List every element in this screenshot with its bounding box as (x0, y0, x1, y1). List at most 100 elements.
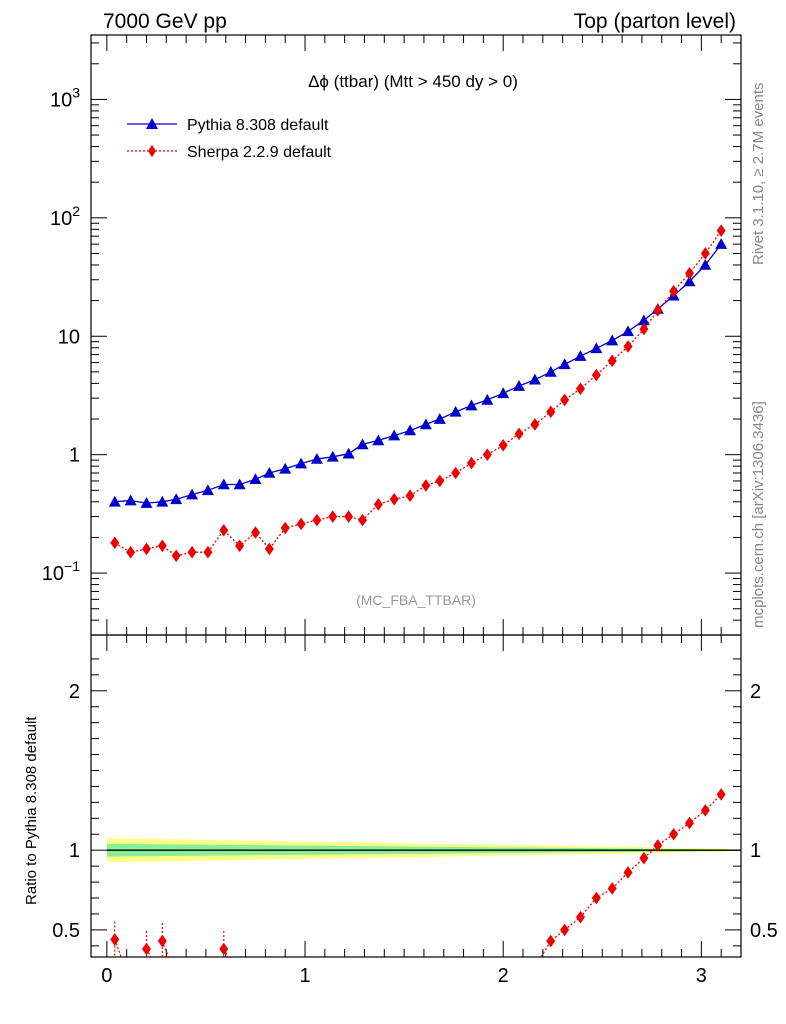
data-point-sherpa (669, 284, 679, 298)
data-point-pythia (465, 399, 478, 411)
ratio-y-tick-label-right: 1 (750, 840, 761, 862)
ratio-data-point (653, 839, 663, 852)
data-point-sherpa (575, 382, 585, 396)
data-point-sherpa (546, 405, 556, 419)
data-point-pythia (637, 314, 650, 326)
ratio-data-point (607, 882, 617, 895)
data-point-pythia (683, 275, 696, 287)
ratio-data-point (157, 934, 167, 948)
data-point-pythia (233, 478, 246, 490)
data-point-sherpa (250, 526, 260, 539)
data-point-pythia (263, 467, 276, 478)
data-point-pythia (481, 393, 494, 405)
ratio-y-axis-label: Ratio to Pythia 8.308 default (23, 716, 40, 905)
ratio-data-point (219, 942, 229, 956)
ratio-data-point (546, 934, 556, 948)
data-point-sherpa (498, 438, 508, 452)
data-point-pythia (388, 429, 401, 441)
data-point-pythia (606, 334, 619, 346)
series-line-pythia (114, 243, 722, 504)
data-point-pythia (590, 342, 603, 354)
data-point-sherpa (639, 322, 649, 336)
data-point-pythia (558, 358, 571, 370)
ratio-data-point (560, 923, 570, 937)
data-point-pythia (186, 488, 199, 500)
data-point-pythia (140, 497, 153, 508)
data-point-sherpa (482, 448, 492, 461)
data-point-sherpa (187, 545, 197, 559)
data-point-pythia (699, 258, 712, 270)
data-point-sherpa (607, 354, 617, 368)
ratio-data-point (141, 942, 151, 956)
ratio-y-tick-label-left: 1 (69, 840, 80, 862)
data-point-sherpa (530, 418, 540, 431)
ratio-y-tick-label-right: 0.5 (750, 920, 778, 942)
ratio-series-clipped (110, 788, 726, 957)
y-tick-label: 103 (50, 84, 80, 111)
data-point-sherpa (373, 498, 383, 511)
data-point-sherpa (328, 510, 338, 523)
main-series-group (108, 224, 728, 563)
data-point-sherpa (157, 539, 167, 553)
y-tick-label-exponent: 3 (72, 84, 80, 100)
data-point-sherpa (716, 224, 726, 237)
data-point-sherpa (235, 539, 245, 553)
data-point-pythia (156, 495, 169, 507)
data-point-pythia (449, 405, 462, 417)
data-point-pythia (528, 373, 541, 385)
data-point-sherpa (653, 304, 663, 317)
y-tick-label: 10 (58, 326, 80, 348)
ratio-data-point (716, 788, 726, 801)
y-tick-label: 1 (69, 445, 80, 467)
data-point-sherpa (219, 523, 229, 537)
ratio-series-group (110, 788, 726, 957)
right-title: Top (parton level) (574, 10, 736, 33)
data-point-sherpa (357, 513, 367, 527)
ratio-plot-panel: 0.5 0.5 1 1 2 2 0 1 2 3 Ratio to Pythia 8.308 def… (23, 634, 778, 987)
data-point-sherpa (141, 542, 151, 556)
x-tick-label: 0 (101, 965, 112, 987)
legend-label-sherpa: Sherpa 2.2.9 default (187, 144, 332, 161)
ratio-data-point (700, 804, 710, 817)
y-tick-label-exponent: 2 (72, 203, 80, 219)
data-point-sherpa (344, 510, 354, 523)
y-tick-label-exponent: −1 (64, 558, 80, 574)
data-point-sherpa (264, 542, 274, 556)
y-tick-label: 10−1 (42, 558, 80, 585)
data-point-pythia (170, 493, 183, 505)
ratio-uncertainty-band (106, 838, 741, 863)
data-point-sherpa (451, 466, 461, 480)
legend-marker-sherpa (148, 145, 156, 157)
data-point-pythia (279, 462, 292, 474)
data-point-sherpa (110, 536, 120, 550)
ratio-tick-labels: 0.5 0.5 1 1 2 2 0 1 2 3 (52, 681, 778, 987)
data-point-sherpa (171, 549, 181, 563)
x-tick-label: 2 (498, 965, 509, 987)
data-point-pythia (108, 495, 121, 507)
legend-marker-pythia (146, 118, 158, 129)
mcplots-label: mcplots.cern.ch [arXiv:1306.3436] (750, 401, 767, 628)
data-point-pythia (124, 494, 137, 506)
data-point-pythia (715, 238, 728, 249)
data-point-pythia (544, 365, 557, 377)
data-point-sherpa (280, 521, 290, 535)
ratio-y-tick-label-left: 2 (69, 681, 80, 703)
data-point-sherpa (421, 479, 431, 492)
x-tick-label: 1 (299, 965, 310, 987)
ratio-data-point (623, 866, 633, 879)
data-point-pythia (574, 350, 587, 361)
data-point-pythia (326, 450, 339, 462)
main-y-ticks (91, 42, 741, 636)
data-point-sherpa (514, 427, 524, 441)
ratio-line-fragment (114, 939, 122, 957)
ratio-x-ticks (106, 635, 722, 957)
ratio-data-point (591, 891, 601, 905)
data-point-pythia (433, 413, 446, 424)
analysis-watermark: (MC_FBA_TTBAR) (356, 592, 476, 608)
legend: Pythia 8.308 default Sherpa 2.2.9 defaul… (127, 117, 332, 161)
main-y-tick-labels: 10−1 1 10 102 103 (42, 84, 80, 585)
data-point-sherpa (435, 474, 445, 488)
data-point-pythia (201, 484, 214, 496)
data-point-pythia (622, 325, 635, 337)
